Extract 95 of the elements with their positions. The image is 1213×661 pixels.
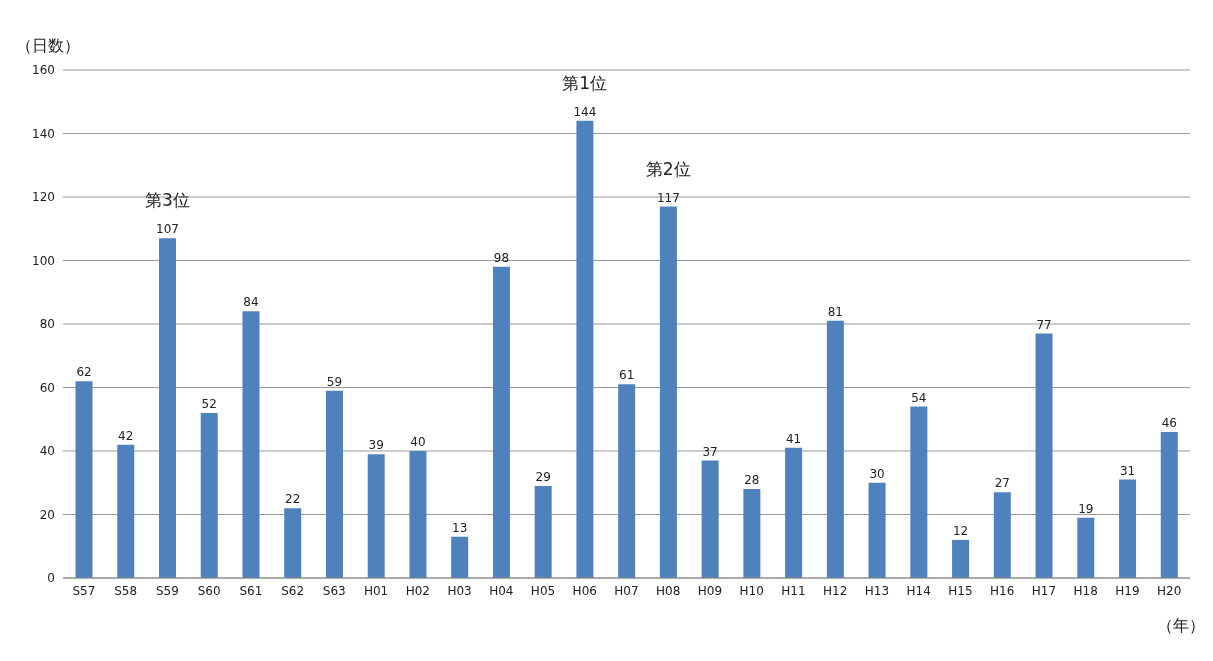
annotation: 第3位 bbox=[144, 190, 190, 211]
bar bbox=[618, 384, 636, 578]
data-label: 39 bbox=[368, 438, 384, 453]
x-tick-label: H19 bbox=[1115, 583, 1140, 598]
bar bbox=[242, 311, 260, 578]
x-tick-label: H03 bbox=[447, 583, 472, 598]
x-tick-label: H02 bbox=[405, 583, 430, 598]
bar bbox=[159, 238, 176, 578]
bar bbox=[743, 489, 761, 578]
bar bbox=[993, 492, 1011, 578]
data-label: 19 bbox=[1078, 501, 1094, 516]
y-tick-label: 160 bbox=[32, 63, 55, 78]
data-label: 98 bbox=[493, 250, 510, 265]
data-label: 59 bbox=[326, 374, 343, 389]
y-axis-title: （日数） bbox=[16, 36, 80, 57]
x-tick-label: H06 bbox=[572, 583, 597, 598]
y-tick-label: 140 bbox=[32, 126, 55, 141]
data-label: 29 bbox=[535, 469, 551, 484]
data-label: 117 bbox=[656, 190, 680, 205]
data-label: 37 bbox=[702, 444, 718, 459]
bar bbox=[910, 406, 928, 578]
data-label: 107 bbox=[156, 222, 179, 237]
y-tick-label: 20 bbox=[39, 507, 55, 522]
data-label: 52 bbox=[201, 396, 217, 411]
y-tick-label: 80 bbox=[39, 317, 55, 332]
x-tick-label: H07 bbox=[614, 583, 639, 598]
bar bbox=[576, 120, 594, 578]
y-tick-label: 0 bbox=[47, 571, 55, 586]
data-label: 42 bbox=[118, 428, 134, 443]
data-label: 31 bbox=[1119, 463, 1136, 478]
annotation: 第1位 bbox=[562, 72, 608, 93]
data-label: 12 bbox=[952, 523, 969, 538]
x-tick-label: H09 bbox=[697, 583, 723, 598]
x-tick-label: S58 bbox=[114, 583, 138, 598]
x-tick-label: H11 bbox=[781, 583, 806, 598]
bar bbox=[701, 460, 719, 578]
x-tick-label: S57 bbox=[72, 583, 96, 598]
x-tick-label: H20 bbox=[1156, 583, 1182, 598]
data-label: 46 bbox=[1161, 415, 1177, 430]
y-tick-label: 60 bbox=[39, 380, 55, 395]
data-label: 77 bbox=[1036, 317, 1052, 332]
bar bbox=[952, 539, 970, 578]
bar bbox=[117, 444, 135, 578]
bar bbox=[451, 536, 469, 578]
bar bbox=[200, 412, 218, 578]
data-label: 27 bbox=[994, 476, 1010, 491]
x-tick-label: H05 bbox=[530, 583, 556, 598]
data-label: 84 bbox=[243, 295, 259, 310]
data-label: 144 bbox=[573, 104, 597, 119]
x-tick-label: H18 bbox=[1073, 583, 1098, 598]
x-tick-label: H12 bbox=[823, 583, 848, 598]
bar bbox=[1035, 333, 1053, 578]
x-axis-title: （年） bbox=[1157, 616, 1205, 637]
x-tick-label: S60 bbox=[197, 583, 221, 598]
bar bbox=[868, 482, 886, 578]
x-tick-label: H17 bbox=[1031, 583, 1057, 598]
bar bbox=[492, 266, 510, 578]
bar bbox=[409, 451, 427, 578]
bar bbox=[534, 485, 552, 578]
data-label: 40 bbox=[410, 435, 426, 449]
x-tick-label: H04 bbox=[489, 583, 514, 598]
data-label: 41 bbox=[785, 431, 802, 446]
x-tick-label: H08 bbox=[656, 583, 681, 598]
x-tick-label: H01 bbox=[363, 583, 389, 598]
x-tick-label: S59 bbox=[155, 583, 179, 598]
y-tick-label: 120 bbox=[32, 190, 55, 205]
data-label: 81 bbox=[827, 304, 843, 319]
bar bbox=[785, 447, 803, 578]
data-label: 54 bbox=[911, 390, 927, 405]
data-label: 13 bbox=[452, 520, 468, 535]
data-label: 22 bbox=[285, 492, 301, 507]
bar bbox=[1077, 517, 1095, 578]
bar bbox=[325, 390, 343, 578]
x-tick-label: S61 bbox=[239, 583, 263, 598]
x-tick-label: H14 bbox=[906, 583, 931, 598]
x-tick-label: H15 bbox=[948, 583, 973, 598]
x-tick-label: H16 bbox=[990, 583, 1015, 598]
x-tick-label: S63 bbox=[322, 583, 346, 598]
data-label: 28 bbox=[744, 473, 760, 488]
bar bbox=[1160, 431, 1178, 578]
y-tick-label: 100 bbox=[32, 253, 55, 268]
bar bbox=[826, 320, 844, 578]
data-label: 61 bbox=[619, 368, 635, 383]
bar bbox=[659, 206, 677, 578]
data-label: 30 bbox=[869, 466, 885, 481]
bar bbox=[284, 508, 302, 578]
annotation: 第2位 bbox=[645, 158, 691, 179]
x-tick-label: H10 bbox=[739, 583, 764, 598]
y-tick-label: 40 bbox=[39, 444, 55, 459]
x-tick-label: S62 bbox=[281, 583, 305, 598]
bar bbox=[1119, 479, 1137, 578]
bar bbox=[367, 454, 385, 578]
data-label: 62 bbox=[76, 365, 92, 380]
bar bbox=[75, 381, 93, 578]
x-tick-label: H13 bbox=[864, 583, 890, 598]
